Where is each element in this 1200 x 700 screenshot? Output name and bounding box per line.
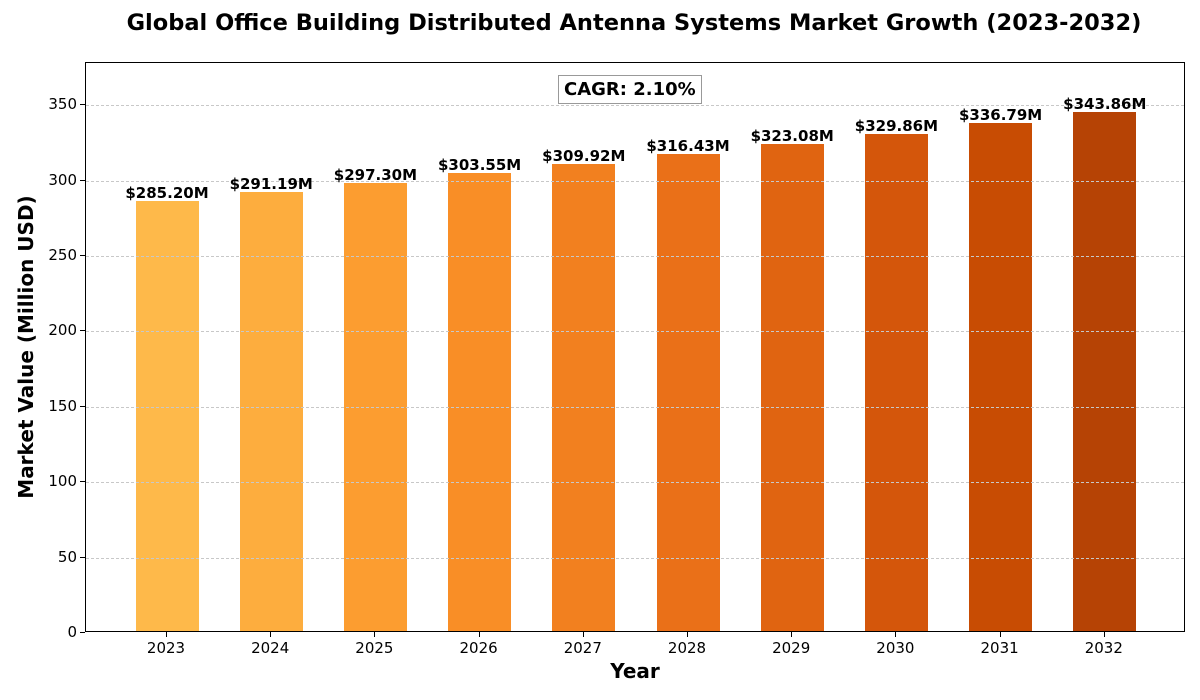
gridline	[86, 256, 1184, 258]
gridline	[86, 406, 1184, 408]
x-tick-label: 2029	[772, 639, 811, 657]
x-tick-label: 2024	[251, 639, 290, 657]
gridline	[86, 482, 1184, 484]
bar-value-label: $303.55M	[437, 156, 522, 175]
x-axis-label: Year	[610, 659, 660, 683]
y-tick-mark	[80, 632, 85, 633]
bar-value-label: $297.30M	[333, 165, 418, 184]
y-tick-mark	[80, 179, 85, 181]
chart-title: Global Office Building Distributed Anten…	[126, 10, 1142, 36]
y-tick-label: 350	[48, 95, 77, 114]
y-tick-label: 200	[48, 321, 77, 340]
bar-value-label: $336.79M	[958, 106, 1043, 125]
bar-value-label: $316.43M	[646, 136, 730, 155]
gridline	[86, 557, 1184, 559]
bar-2028	[656, 153, 720, 631]
x-tick-label: 2027	[563, 639, 602, 657]
bar-2023	[135, 200, 199, 631]
x-tick-mark	[374, 632, 376, 637]
x-tick-label: 2025	[355, 639, 394, 657]
x-tick-mark	[687, 632, 688, 637]
x-tick-mark	[999, 632, 1001, 637]
x-tick-mark	[791, 632, 793, 637]
bar-value-label: $329.86M	[854, 116, 939, 135]
x-tick-label: 2031	[980, 639, 1019, 657]
x-tick-label: 2023	[146, 639, 186, 657]
x-tick-label: 2032	[1084, 639, 1123, 657]
y-tick-mark	[80, 330, 85, 332]
gridline	[86, 105, 1184, 107]
bar-2027	[552, 163, 616, 631]
cagr-annotation: CAGR: 2.10%	[558, 75, 702, 104]
x-tick-mark	[895, 632, 897, 637]
gridline	[86, 180, 1184, 182]
x-tick-mark	[270, 632, 272, 637]
y-tick-mark	[80, 104, 85, 106]
bar-value-label: $285.20M	[125, 183, 209, 202]
y-axis-label: Market Value (Million USD)	[14, 195, 38, 499]
bar-value-label: $309.92M	[542, 146, 626, 165]
y-tick-label: 100	[48, 472, 77, 491]
y-tick-mark	[80, 481, 85, 483]
gridline	[86, 331, 1184, 333]
x-tick-label: 2030	[876, 639, 915, 657]
bar-2030	[864, 133, 928, 631]
y-tick-label: 150	[48, 396, 77, 415]
y-tick-mark	[80, 255, 85, 257]
bar-value-label: $343.86M	[1063, 95, 1147, 114]
bar-2031	[969, 123, 1033, 631]
bar-2026	[448, 173, 512, 631]
y-tick-mark	[80, 556, 85, 558]
y-tick-label: 0	[67, 623, 77, 641]
x-tick-mark	[1103, 632, 1105, 637]
y-tick-mark	[80, 405, 85, 407]
x-tick-mark	[166, 632, 167, 637]
bar-2032	[1073, 112, 1137, 631]
bar-2024	[239, 191, 303, 631]
x-tick-mark	[582, 632, 584, 637]
y-tick-label: 300	[48, 170, 77, 189]
y-tick-label: 250	[48, 246, 77, 265]
bar-value-label: $291.19M	[229, 174, 313, 193]
y-tick-label: 50	[57, 547, 77, 566]
plot-area: CAGR: 2.10% $285.20M $291.19M $297.30M $303…	[85, 62, 1185, 632]
x-tick-mark	[478, 632, 480, 637]
bar-value-label: $323.08M	[750, 126, 834, 145]
x-tick-label: 2028	[667, 639, 707, 657]
x-tick-label: 2026	[459, 639, 498, 657]
bar-2029	[760, 143, 824, 631]
